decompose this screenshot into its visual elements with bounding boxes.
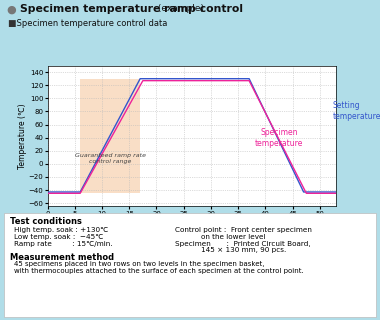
Y-axis label: Temperature (℃): Temperature (℃) [18, 103, 27, 169]
Text: Low temp. soak :  −45℃: Low temp. soak : −45℃ [14, 234, 104, 240]
Bar [80, 79, 140, 193]
Text: ●: ● [7, 5, 17, 15]
Text: Specimen temperature control data: Specimen temperature control data [14, 19, 168, 28]
Text: Specimen
temperature: Specimen temperature [255, 128, 304, 148]
Text: Specimen temperature ramp control: Specimen temperature ramp control [20, 4, 243, 14]
Text: on the lower level: on the lower level [201, 234, 266, 240]
Text: High temp. soak : +130℃: High temp. soak : +130℃ [14, 227, 109, 233]
Text: 45 specimens placed in two rows on two levels in the specimen basket,: 45 specimens placed in two rows on two l… [14, 261, 265, 268]
Text: 145 × 130 mm, 90 pcs.: 145 × 130 mm, 90 pcs. [201, 247, 287, 253]
Text: Setting
temperature: Setting temperature [332, 101, 380, 121]
Text: Ramp rate         : 15℃/min.: Ramp rate : 15℃/min. [14, 241, 113, 247]
Text: Guaranteed ramp rate
control range: Guaranteed ramp rate control range [74, 153, 146, 164]
Text: ■: ■ [7, 19, 15, 28]
Text: Test conditions: Test conditions [10, 217, 81, 226]
Text: Measurement method: Measurement method [10, 253, 114, 262]
Text: (example): (example) [155, 4, 204, 13]
X-axis label: Time (min.): Time (min.) [170, 218, 214, 227]
Text: Control point :  Front center specimen: Control point : Front center specimen [175, 227, 312, 233]
Text: Specimen       :  Printed Circuit Board,: Specimen : Printed Circuit Board, [175, 241, 310, 247]
Text: with thermocouples attached to the surface of each specimen at the control point: with thermocouples attached to the surfa… [14, 268, 304, 274]
